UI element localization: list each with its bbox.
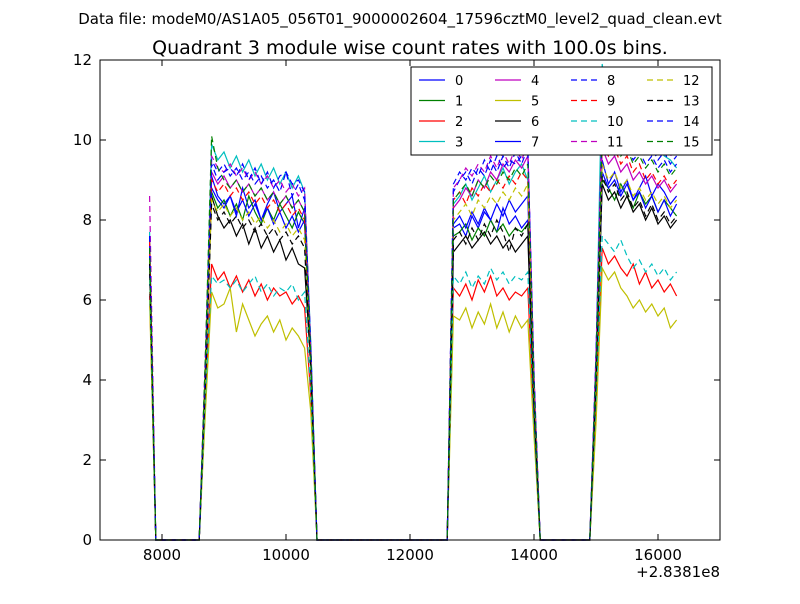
chart-suptitle: Data file: modeM0/AS1A05_056T01_90000026… (78, 10, 722, 29)
y-tick-label: 4 (82, 371, 92, 389)
x-tick-label: 12000 (386, 546, 434, 564)
legend-label-11: 11 (607, 136, 624, 151)
y-tick-label: 10 (73, 131, 92, 149)
y-tick-label: 12 (73, 51, 92, 69)
legend-label-4: 4 (531, 74, 539, 89)
legend-label-6: 6 (531, 115, 539, 130)
series-line-9 (149, 139, 678, 541)
legend-label-7: 7 (531, 136, 539, 151)
legend-label-14: 14 (683, 115, 700, 130)
legend-label-9: 9 (607, 95, 615, 110)
legend-label-1: 1 (455, 95, 463, 110)
legend-label-5: 5 (531, 95, 539, 110)
legend-label-10: 10 (607, 115, 624, 130)
x-tick-label: 16000 (634, 546, 682, 564)
x-tick-label: 14000 (510, 546, 558, 564)
legend-label-12: 12 (683, 74, 700, 89)
y-tick-label: 6 (82, 291, 92, 309)
x-tick-label: 8000 (143, 546, 181, 564)
legend-label-13: 13 (683, 95, 700, 110)
legend-label-0: 0 (455, 74, 463, 89)
x-offset-label: +2.8381e8 (636, 563, 720, 581)
x-tick-label: 10000 (262, 546, 310, 564)
legend-label-15: 15 (683, 136, 700, 151)
legend-box (410, 66, 713, 156)
y-tick-label: 0 (82, 531, 92, 549)
legend-label-8: 8 (607, 74, 615, 89)
legend-label-3: 3 (455, 136, 463, 151)
legend-label-2: 2 (455, 115, 463, 130)
chart-title: Quadrant 3 module wise count rates with … (152, 37, 668, 59)
y-tick-label: 8 (82, 211, 92, 229)
y-tick-label: 2 (82, 451, 92, 469)
